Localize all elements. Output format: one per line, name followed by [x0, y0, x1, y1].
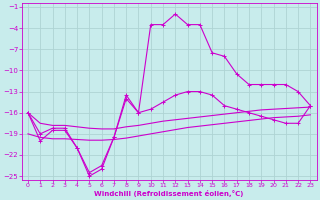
X-axis label: Windchill (Refroidissement éolien,°C): Windchill (Refroidissement éolien,°C) — [94, 190, 244, 197]
